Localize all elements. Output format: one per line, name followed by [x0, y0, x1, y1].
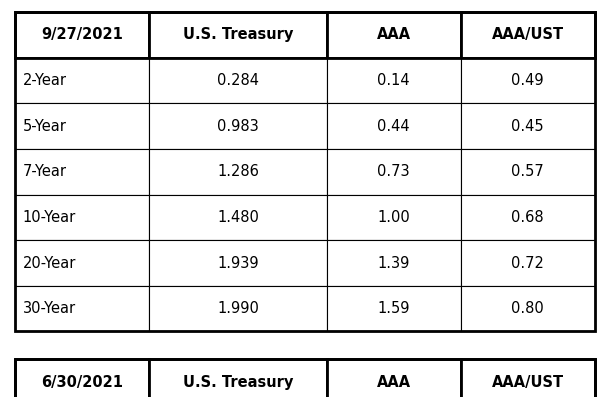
- Text: 1.286: 1.286: [217, 164, 259, 179]
- Text: 0.44: 0.44: [378, 119, 410, 133]
- Bar: [327, 103, 461, 149]
- Text: 1.480: 1.480: [217, 210, 259, 225]
- Text: 0.284: 0.284: [217, 73, 259, 88]
- Text: 1.990: 1.990: [217, 301, 259, 316]
- Text: 6/30/2021: 6/30/2021: [41, 375, 123, 389]
- Text: 1.39: 1.39: [378, 256, 410, 270]
- Text: 1.939: 1.939: [217, 256, 259, 270]
- Bar: [461, 103, 595, 149]
- Bar: [149, 58, 327, 103]
- Bar: [327, 12, 461, 58]
- Bar: [15, 286, 149, 331]
- Bar: [461, 58, 595, 103]
- Bar: [15, 195, 149, 240]
- Bar: [327, 359, 461, 397]
- Bar: [15, 359, 595, 397]
- Bar: [15, 58, 149, 103]
- Text: AAA/UST: AAA/UST: [492, 27, 564, 42]
- Bar: [149, 103, 327, 149]
- Bar: [327, 240, 461, 286]
- Bar: [149, 240, 327, 286]
- Bar: [327, 286, 461, 331]
- Bar: [461, 286, 595, 331]
- Bar: [149, 195, 327, 240]
- Bar: [461, 240, 595, 286]
- Bar: [15, 12, 595, 331]
- Bar: [149, 149, 327, 195]
- Bar: [149, 12, 327, 58]
- Text: AAA/UST: AAA/UST: [492, 375, 564, 389]
- Text: 0.73: 0.73: [378, 164, 410, 179]
- Text: 0.983: 0.983: [217, 119, 259, 133]
- Text: 7-Year: 7-Year: [23, 164, 66, 179]
- Bar: [15, 359, 149, 397]
- Bar: [149, 286, 327, 331]
- Text: 5-Year: 5-Year: [23, 119, 66, 133]
- Text: U.S. Treasury: U.S. Treasury: [183, 27, 293, 42]
- Text: AAA: AAA: [377, 27, 411, 42]
- Text: 0.45: 0.45: [511, 119, 544, 133]
- Bar: [461, 12, 595, 58]
- Bar: [327, 149, 461, 195]
- Text: 0.80: 0.80: [511, 301, 544, 316]
- Text: 2-Year: 2-Year: [23, 73, 66, 88]
- Bar: [15, 103, 149, 149]
- Bar: [15, 12, 149, 58]
- Text: 0.72: 0.72: [511, 256, 544, 270]
- Text: 1.59: 1.59: [378, 301, 410, 316]
- Text: 10-Year: 10-Year: [23, 210, 76, 225]
- Text: 9/27/2021: 9/27/2021: [41, 27, 123, 42]
- Bar: [327, 195, 461, 240]
- Text: 20-Year: 20-Year: [23, 256, 76, 270]
- Bar: [461, 149, 595, 195]
- Text: 0.14: 0.14: [378, 73, 410, 88]
- Bar: [15, 149, 149, 195]
- Text: 0.49: 0.49: [511, 73, 544, 88]
- Bar: [149, 359, 327, 397]
- Text: 0.57: 0.57: [511, 164, 544, 179]
- Text: 0.68: 0.68: [511, 210, 544, 225]
- Text: U.S. Treasury: U.S. Treasury: [183, 375, 293, 389]
- Bar: [15, 240, 149, 286]
- Bar: [461, 195, 595, 240]
- Text: AAA: AAA: [377, 375, 411, 389]
- Text: 30-Year: 30-Year: [23, 301, 76, 316]
- Bar: [461, 359, 595, 397]
- Bar: [327, 58, 461, 103]
- Text: 1.00: 1.00: [378, 210, 410, 225]
